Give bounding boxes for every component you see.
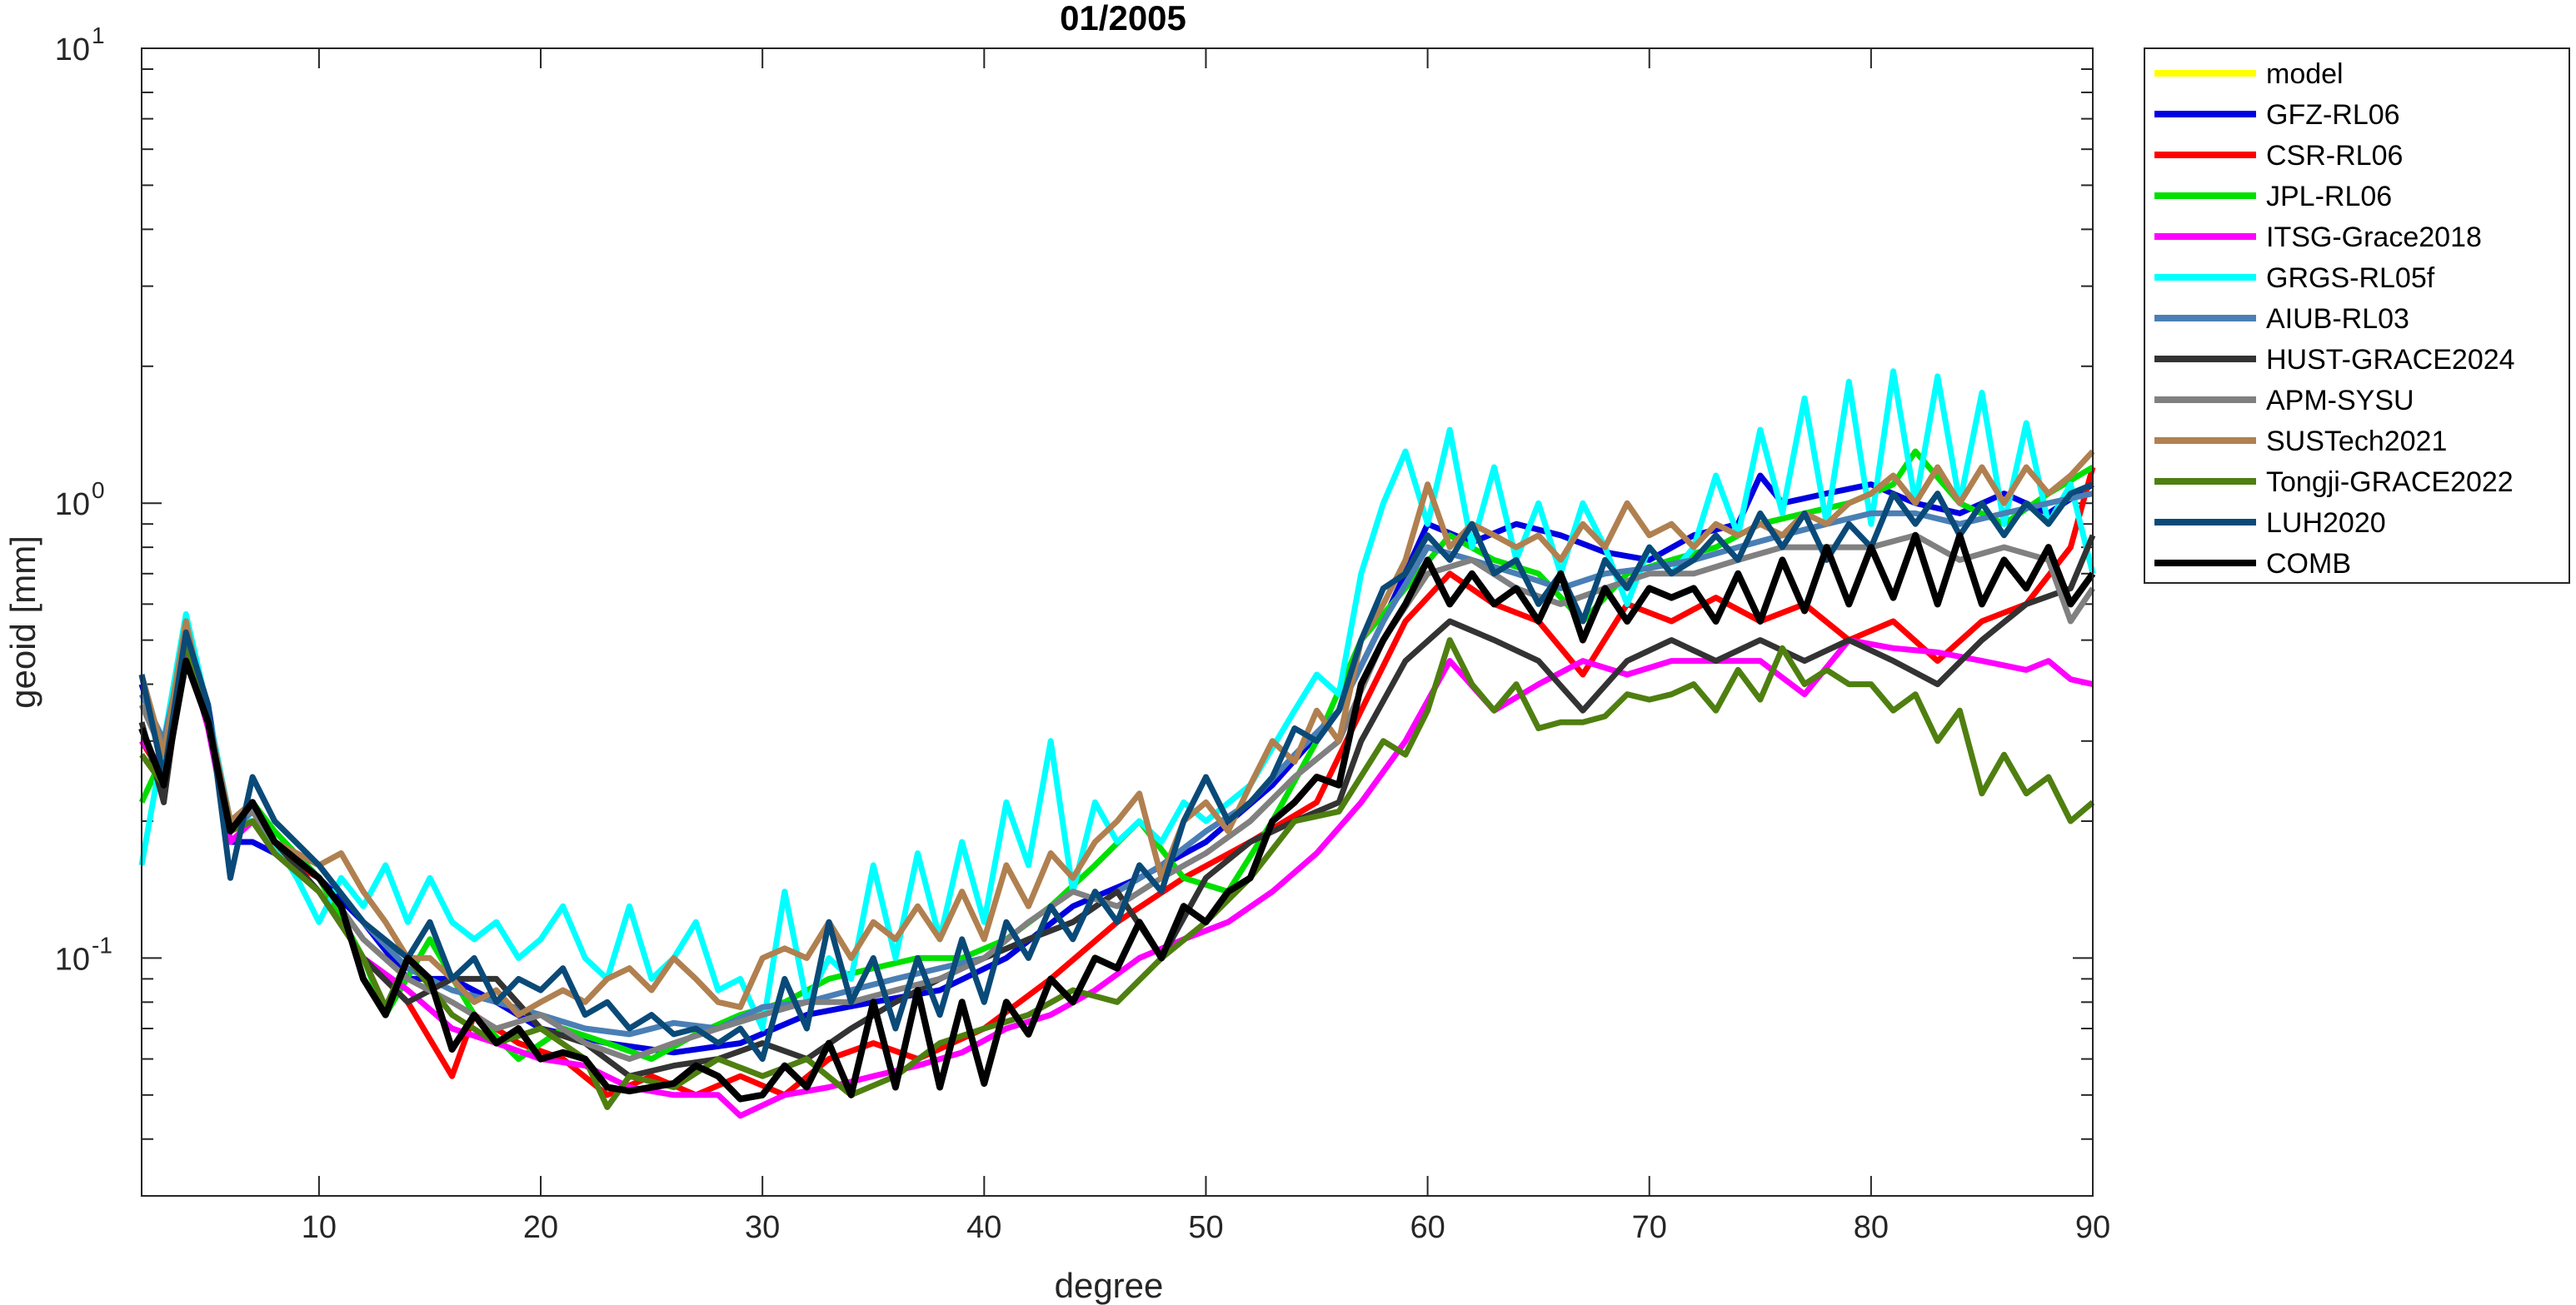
- x-tick-label: 10: [302, 1210, 337, 1245]
- y-tick-exponent: 0: [92, 477, 105, 503]
- x-tick-label: 20: [523, 1210, 558, 1245]
- legend-label-jpl-rl06: JPL-RL06: [2266, 181, 2392, 212]
- legend-label-comb: COMB: [2266, 548, 2351, 580]
- legend-label-luh2020: LUH2020: [2266, 507, 2386, 539]
- y-tick-label: 10: [55, 487, 90, 522]
- x-tick-label: 70: [1632, 1210, 1667, 1245]
- series-line-tongji-grace2022: [139, 637, 2095, 1110]
- series-line-grgs-rl05f: [138, 368, 2096, 1032]
- x-tick-label: 80: [1854, 1210, 1889, 1245]
- legend-label-aiub-rl03: AIUB-RL03: [2266, 303, 2409, 335]
- legend-label-hust-grace2024: HUST-GRACE2024: [2266, 344, 2515, 376]
- legend-label-itsg-grace2018: ITSG-Grace2018: [2266, 222, 2482, 253]
- series-line-luh2020: [138, 481, 2094, 1063]
- plot-frame: [141, 47, 2094, 1197]
- x-tick-label: 30: [745, 1210, 780, 1245]
- y-tick-label: 10: [55, 32, 90, 67]
- legend-label-tongji-grace2022: Tongji-GRACE2022: [2266, 466, 2514, 498]
- legend-label-apm-sysu: APM-SYSU: [2266, 385, 2414, 416]
- x-tick-label: 50: [1188, 1210, 1223, 1245]
- series-line-comb: [138, 531, 2096, 1103]
- x-tick-labels: 10 20 30 40 50 60 70 80 90: [302, 1210, 2110, 1245]
- legend-label-csr-rl06: CSR-RL06: [2266, 140, 2403, 172]
- chart-title: 01/2005: [1060, 0, 1186, 37]
- x-tick-label: 60: [1410, 1210, 1445, 1245]
- series-lines: [138, 368, 2096, 1119]
- legend-label-sustech2021: SUSTech2021: [2266, 426, 2447, 457]
- legend-label-grgs-rl05f: GRGS-RL05f: [2266, 262, 2435, 294]
- y-tick-exponent: 1: [92, 22, 105, 48]
- legend: model GFZ-RL06 CSR-RL06 JPL-RL06 ITSG-Grace2…: [2144, 47, 2570, 584]
- legend-label-model: model: [2266, 58, 2344, 90]
- x-axis-label: degree: [1055, 1266, 1164, 1305]
- y-axis-label: geoid [mm]: [3, 535, 42, 709]
- legend-label-gfz-rl06: GFZ-RL06: [2266, 99, 2400, 131]
- y-tick-label: 10: [55, 942, 90, 977]
- x-tick-label: 90: [2075, 1210, 2110, 1245]
- plot-area: [142, 48, 2093, 1196]
- y-tick-exponent: -1: [92, 932, 112, 958]
- legend-entries: model GFZ-RL06 CSR-RL06 JPL-RL06 ITSG-Grace2…: [2154, 58, 2515, 580]
- x-tick-label: 40: [966, 1210, 1001, 1245]
